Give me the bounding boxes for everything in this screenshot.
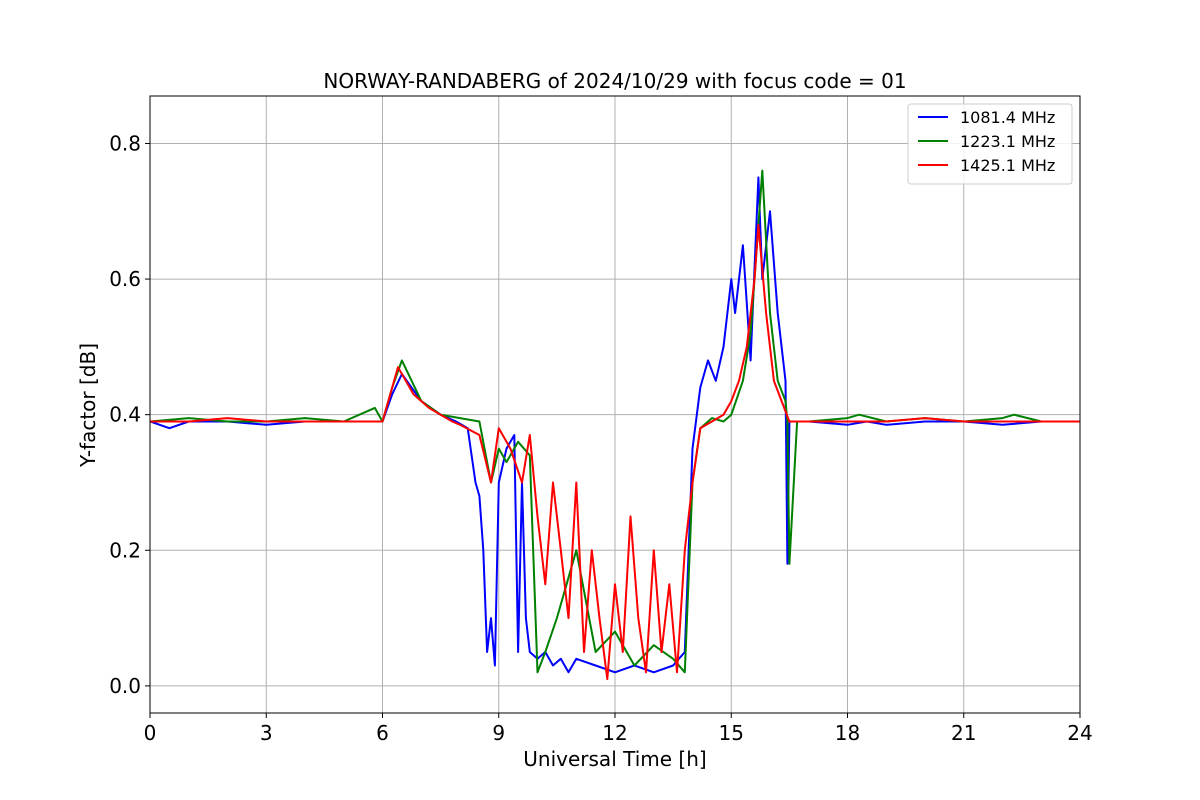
chart-title: NORWAY-RANDABERG of 2024/10/29 with focu…	[323, 69, 906, 93]
series-lines	[150, 169, 1080, 681]
x-tick-label: 15	[719, 721, 744, 745]
legend-label: 1425.1 MHz	[960, 156, 1055, 175]
axis-ticks: 0 3 6 9 12 15 18 21 24 0.0 0.2 0.4 0.6 0.8	[109, 131, 1093, 745]
y-axis-label: Y-factor [dB]	[76, 343, 100, 468]
y-tick-label: 0.0	[109, 674, 141, 698]
legend-label: 1223.1 MHz	[960, 132, 1055, 151]
legend-box	[907, 103, 1073, 185]
x-axis-label: Universal Time [h]	[523, 747, 706, 771]
x-tick-label: 12	[602, 721, 627, 745]
x-tick-label: 0	[144, 721, 157, 745]
x-tick-label: 21	[951, 721, 976, 745]
series-line	[150, 223, 1080, 681]
legend-label: 1081.4 MHz	[960, 108, 1055, 127]
x-tick-label: 3	[260, 721, 273, 745]
x-tick-label: 24	[1067, 721, 1092, 745]
x-tick-label: 6	[376, 721, 389, 745]
y-tick-label: 0.4	[109, 403, 141, 427]
x-tick-label: 18	[835, 721, 860, 745]
x-tick-label: 9	[492, 721, 505, 745]
y-tick-label: 0.2	[109, 538, 141, 562]
legend: 1081.4 MHz 1223.1 MHz 1425.1 MHz	[907, 103, 1073, 185]
y-tick-label: 0.8	[109, 131, 141, 155]
y-tick-label: 0.6	[109, 267, 141, 291]
